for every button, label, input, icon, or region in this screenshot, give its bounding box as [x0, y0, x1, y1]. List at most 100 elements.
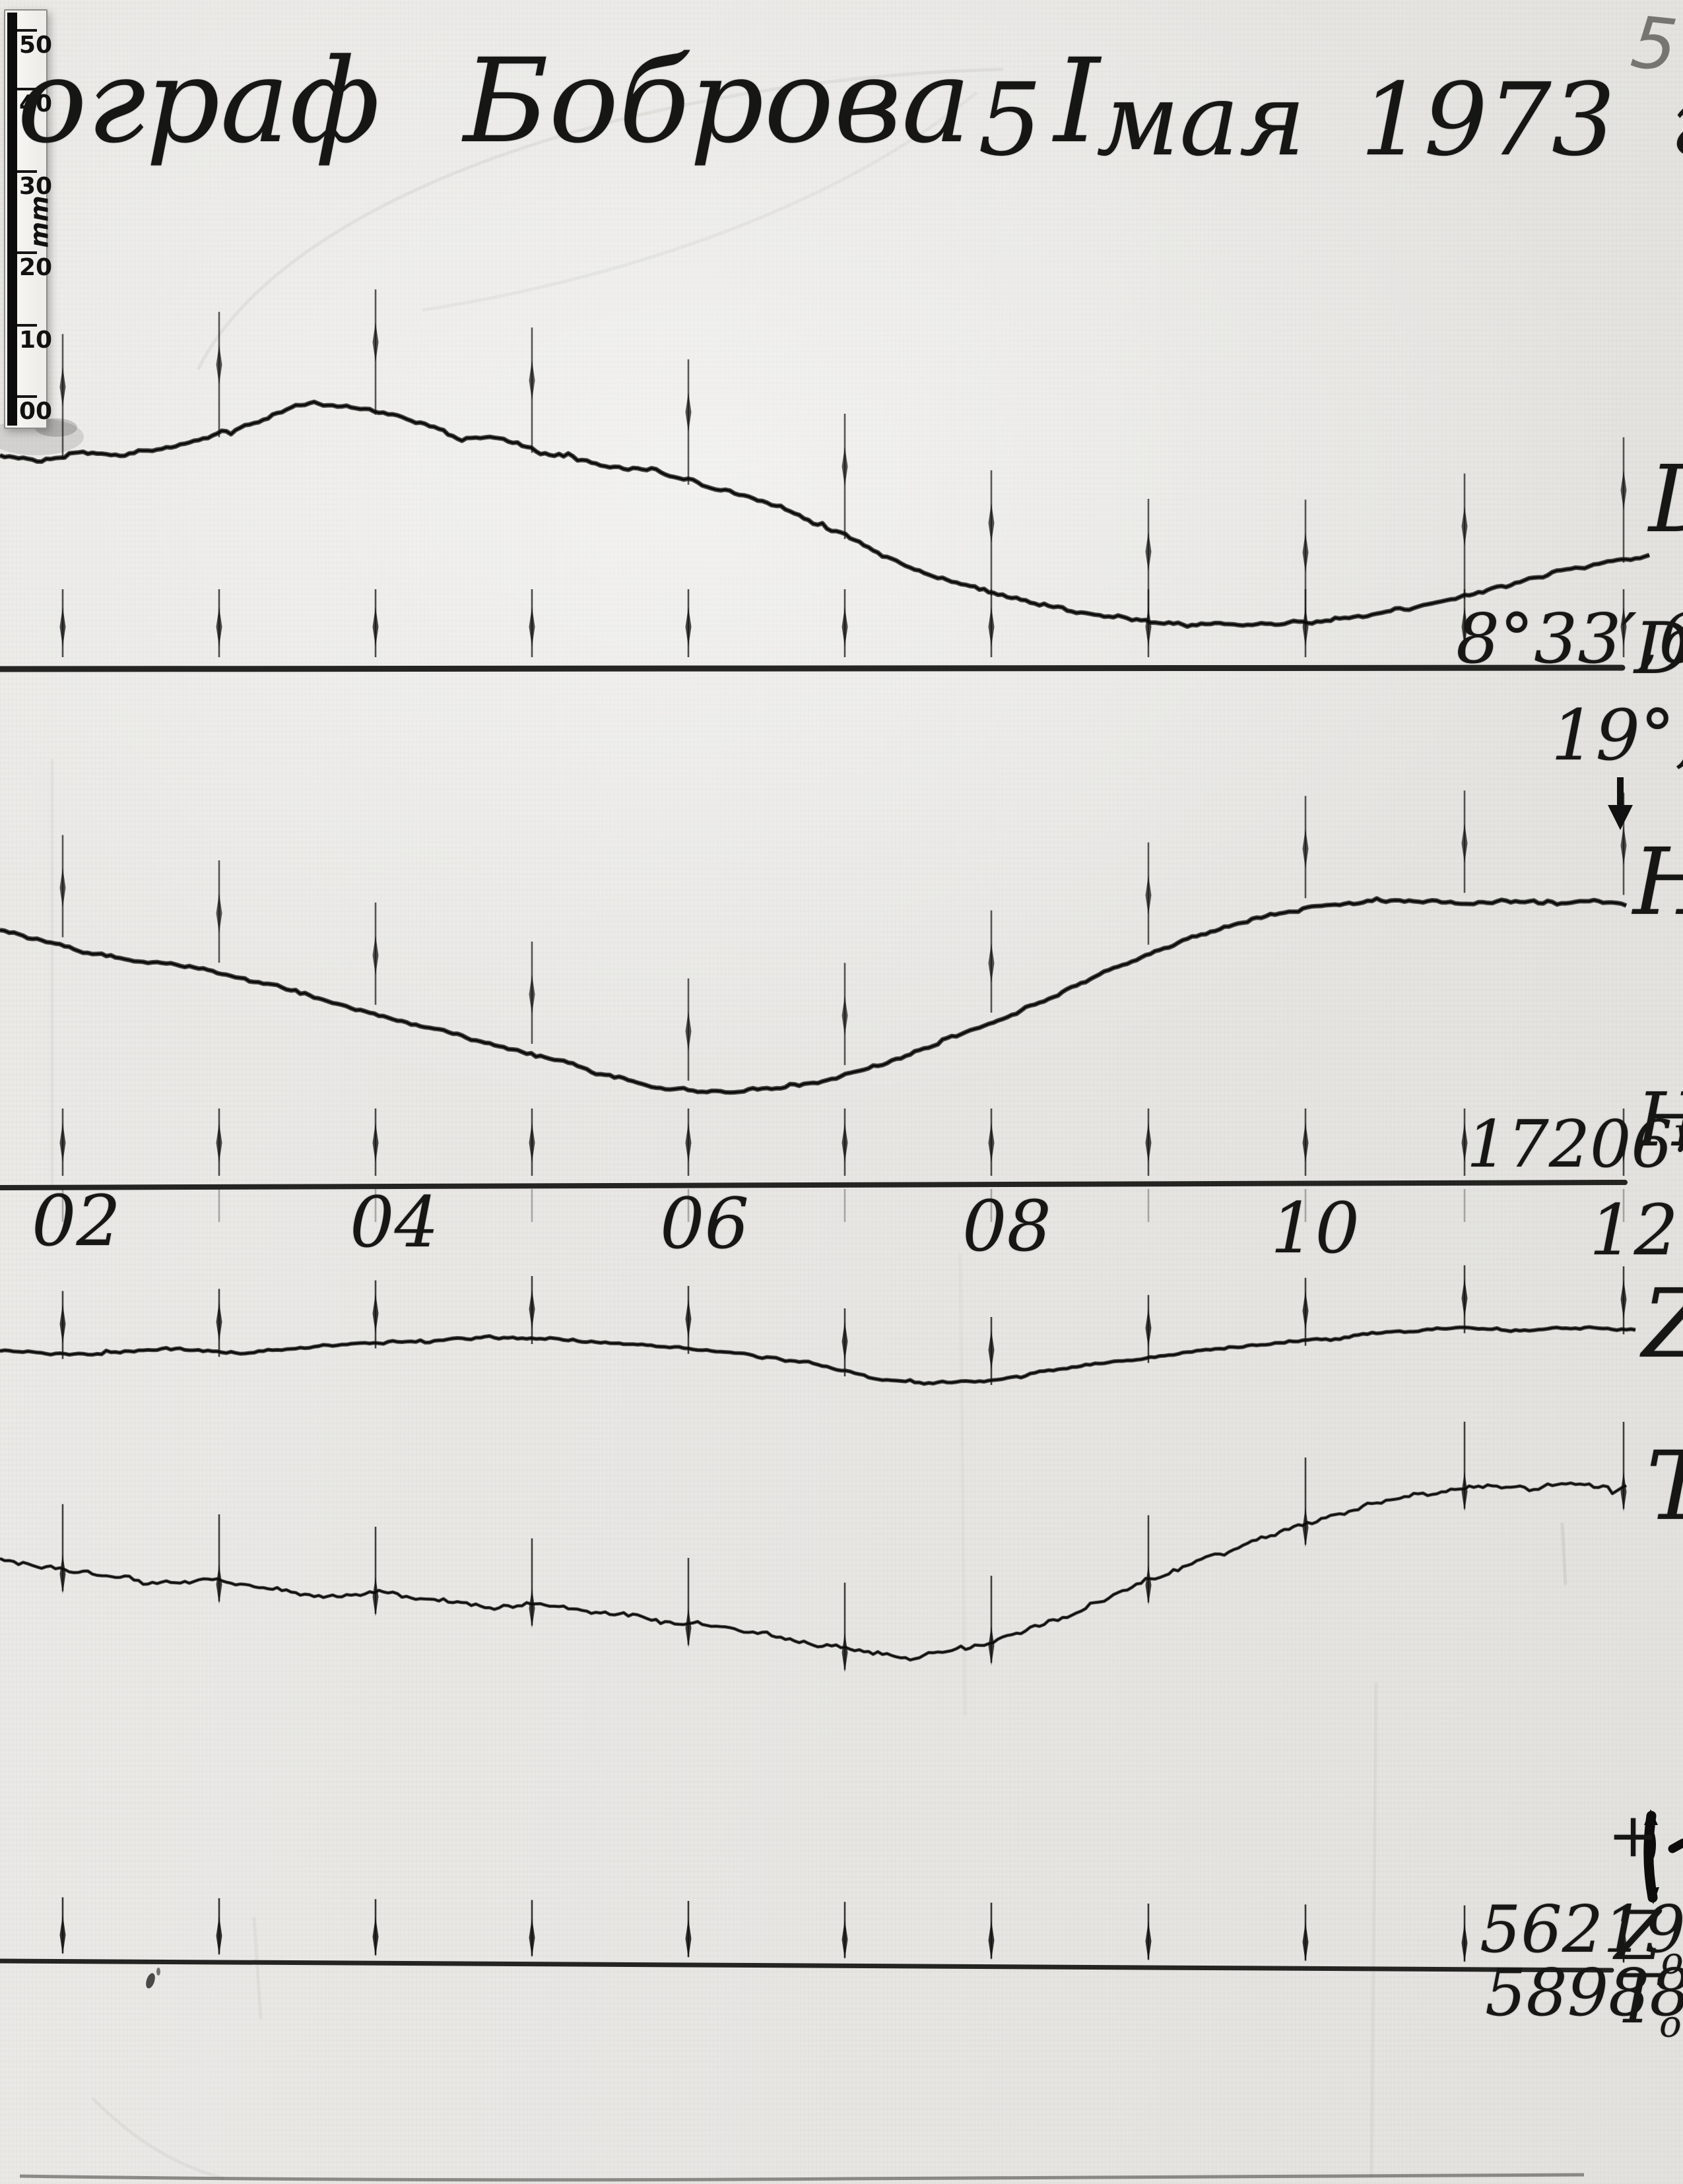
- hour-tick-diamond: [1620, 470, 1627, 510]
- ruler-label-40: 40: [19, 90, 53, 117]
- ruler-tick: [17, 395, 37, 398]
- ink-speck: [156, 1968, 160, 1975]
- hour-tick-diamond: [216, 344, 222, 385]
- ruler-unit-label: mm: [24, 195, 54, 248]
- paper-crease: [422, 91, 978, 312]
- ruler-tick: [17, 251, 37, 254]
- trace-label-D: D: [1649, 454, 1683, 546]
- ruler-tick: [17, 29, 37, 32]
- baseline-label-D0: Do: [1634, 614, 1683, 685]
- hour-tick-diamond: [1302, 532, 1309, 573]
- paper-crease: [252, 1916, 263, 2020]
- paper-bottom-edge: [19, 2173, 1585, 2182]
- edge-dash-mark: [1668, 1838, 1683, 1853]
- hour-tick-diamond: [988, 943, 995, 983]
- hour-tick-diamond: [372, 322, 379, 362]
- hour-tick-diamond: [1302, 607, 1309, 647]
- hour-tick-diamond: [529, 360, 535, 401]
- hour-tick-diamond: [372, 1576, 379, 1617]
- baseline-letter-T0: T: [1614, 1960, 1660, 2039]
- paper-crease: [1370, 1682, 1378, 2178]
- hour-tick-diamond: [1145, 1565, 1152, 1605]
- hour-tick-diamond: [988, 1123, 995, 1163]
- hour-tick-diamond: [988, 1920, 995, 1960]
- hour-tick-diamond: [216, 1302, 222, 1342]
- hour-tick-diamond: [216, 607, 222, 647]
- hour-tick-diamond: [59, 868, 66, 908]
- hour-tick-diamond: [1145, 1308, 1152, 1348]
- baseline-H0: [0, 1180, 1628, 1190]
- hour-tick-diamond: [1461, 506, 1468, 546]
- baseline-letter-Z0: Z: [1614, 1897, 1661, 1975]
- title-date: 5 мая 1973 г.: [978, 61, 1683, 178]
- ruler-label-50: 50: [19, 32, 53, 59]
- updown-arrow-top: [1644, 1809, 1658, 1825]
- mm-ruler: 50 40 30 20 10 00 mm: [4, 9, 54, 429]
- hour-tick-diamond: [1145, 1123, 1152, 1163]
- hour-tick-diamond: [685, 607, 692, 647]
- trace-H-halo: [0, 896, 1628, 1095]
- baseline-Z0-T0: [0, 1958, 1614, 1973]
- hour-tick-diamond: [685, 1123, 692, 1163]
- baseline-label-H0: Ho: [1637, 1083, 1683, 1157]
- trace-T-halo: [0, 1481, 1628, 1662]
- trace-Z: [0, 1326, 1636, 1385]
- page-number: 5: [1627, 1, 1682, 88]
- ruler-label-10: 10: [19, 327, 53, 354]
- trace-H: [0, 897, 1627, 1094]
- hour-tick-diamond: [1302, 1508, 1309, 1548]
- hour-tick-diamond: [216, 1123, 222, 1163]
- baseline-label-Z0: Zo: [1614, 1903, 1683, 1979]
- hour-tick-diamond: [216, 893, 222, 934]
- baseline-letter-H0: H: [1637, 1077, 1683, 1163]
- hour-tick-diamond: [1302, 829, 1309, 869]
- hour-tick-diamond: [59, 607, 66, 647]
- hour-tick-diamond: [1302, 1922, 1309, 1962]
- hour-tick-diamond: [842, 1919, 848, 1960]
- hour-tick-diamond: [59, 1304, 66, 1344]
- hour-tick-diamond: [1461, 823, 1468, 864]
- temperature-annotation: 19°,80: [1551, 695, 1683, 776]
- paper-crease: [958, 1253, 967, 1716]
- hour-tick-diamond: [1461, 1923, 1468, 1963]
- hour-tick-diamond: [1620, 825, 1627, 866]
- ruler-label-30: 30: [19, 173, 53, 200]
- hour-label-12: 12: [1589, 1190, 1678, 1271]
- hour-label-06: 06: [660, 1183, 749, 1264]
- baseline-label-T0: To: [1614, 1966, 1682, 2043]
- ruler-label-20: 20: [19, 254, 53, 281]
- baseline-value-D0: 8°33′,6: [1456, 598, 1683, 679]
- ruler-tick: [17, 170, 37, 173]
- hour-tick-diamond: [372, 1917, 379, 1957]
- baseline-sub-Z0: o: [1661, 1939, 1683, 1983]
- trace-D-halo: [0, 399, 1651, 629]
- hour-tick-diamond: [988, 607, 995, 647]
- hour-tick-diamond: [685, 1918, 692, 1958]
- trace-label-H: H: [1633, 837, 1683, 929]
- paper-crease: [91, 2097, 225, 2181]
- hour-tick-diamond: [529, 607, 535, 647]
- hour-tick-diamond: [842, 996, 848, 1036]
- hour-label-04: 04: [350, 1182, 439, 1263]
- hour-tick-diamond: [529, 1289, 535, 1329]
- hour-tick-diamond: [1302, 1291, 1309, 1331]
- hour-tick-diamond: [529, 1123, 535, 1163]
- hour-tick-diamond: [1461, 1278, 1468, 1318]
- trace-D: [0, 401, 1650, 628]
- gamma-unit: γ: [1672, 1110, 1683, 1153]
- trace-label-Z: Z: [1642, 1276, 1683, 1371]
- paper-crease: [1560, 1522, 1568, 1586]
- hour-tick-diamond: [1620, 1471, 1627, 1512]
- hour-tick-diamond: [59, 367, 66, 407]
- hour-tick-diamond: [1145, 1921, 1152, 1961]
- hour-tick-diamond: [842, 1632, 848, 1673]
- ink-speck: [146, 1973, 155, 1989]
- hour-tick-diamond: [1145, 875, 1152, 915]
- baseline-number-H0: 17206: [1467, 1107, 1672, 1182]
- hour-tick-diamond: [685, 1299, 692, 1339]
- hour-tick-diamond: [988, 1626, 995, 1666]
- hour-tick-diamond: [372, 1293, 379, 1333]
- hour-tick-diamond: [529, 975, 535, 1014]
- baseline-D0: [0, 664, 1626, 672]
